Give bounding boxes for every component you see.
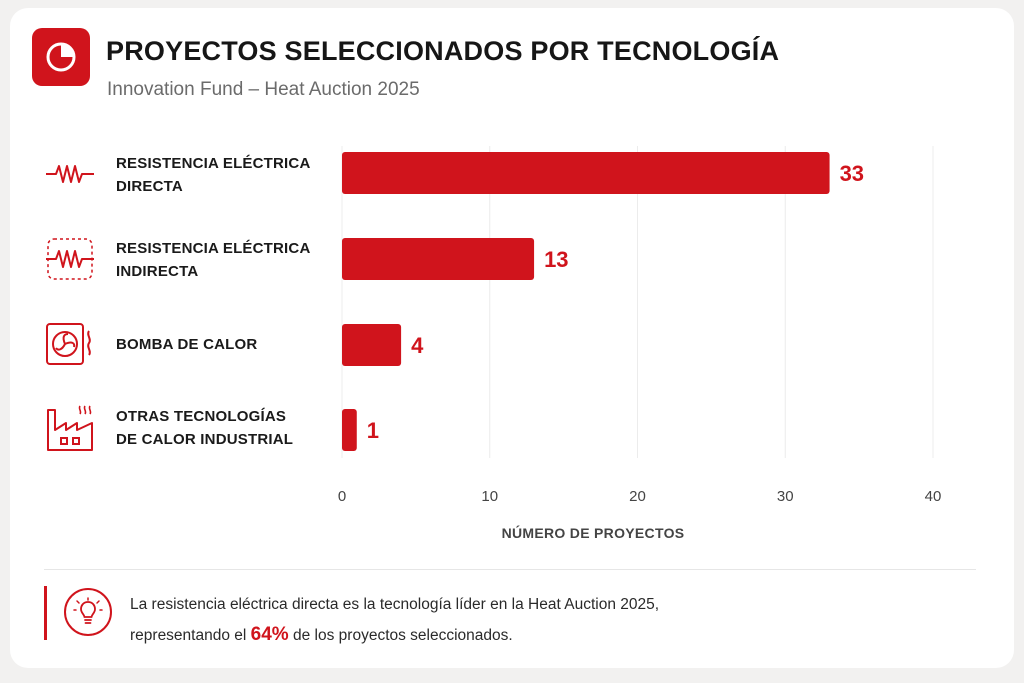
category-label-line: RESISTENCIA ELÉCTRICA bbox=[116, 155, 311, 172]
category-label-0: RESISTENCIA ELÉCTRICA DIRECTA bbox=[116, 152, 331, 198]
category-label-line: OTRAS TECNOLOGÍAS bbox=[116, 408, 287, 425]
pie-chart-icon bbox=[32, 28, 90, 86]
footnote-line1: La resistencia eléctrica directa es la t… bbox=[130, 596, 660, 613]
heat-pump-fan-icon bbox=[44, 319, 96, 371]
category-label-line: INDIRECTA bbox=[116, 263, 199, 280]
resistor-icon bbox=[44, 148, 96, 200]
lightbulb-icon bbox=[64, 588, 112, 636]
bar-value-label: 33 bbox=[840, 161, 864, 186]
category-label-line: DIRECTA bbox=[116, 178, 183, 195]
bar-value-label: 13 bbox=[544, 247, 568, 272]
bar bbox=[342, 324, 402, 366]
x-tick-label: 40 bbox=[925, 488, 942, 505]
factory-icon bbox=[44, 402, 96, 454]
bar bbox=[342, 238, 535, 280]
bar-value-label: 4 bbox=[411, 333, 424, 358]
footnote-text: de los proyectos seleccionados. bbox=[293, 627, 513, 644]
x-tick-label: 30 bbox=[777, 488, 794, 505]
x-tick-label: 10 bbox=[481, 488, 498, 505]
divider bbox=[44, 569, 976, 570]
bar-chart: 0 10 20 30 40 33 13 4 1 bbox=[338, 146, 942, 505]
category-label-line: RESISTENCIA ELÉCTRICA bbox=[116, 240, 311, 257]
footnote-highlight: 64% bbox=[250, 624, 289, 645]
chart-title: PROYECTOS SELECCIONADOS POR TECNOLOGÍA bbox=[106, 36, 780, 66]
footnote: La resistencia eléctrica directa es la t… bbox=[130, 590, 659, 651]
footnote-line2: representando el 64% de los proyectos se… bbox=[130, 620, 659, 651]
note-accent-bar bbox=[44, 586, 47, 640]
category-label-1: RESISTENCIA ELÉCTRICA INDIRECTA bbox=[116, 237, 331, 283]
category-label-3: OTRAS TECNOLOGÍAS DE CALOR INDUSTRIAL bbox=[116, 405, 331, 451]
category-label-line: DE CALOR INDUSTRIAL bbox=[116, 431, 294, 448]
x-tick-label: 20 bbox=[629, 488, 646, 505]
x-tick-label: 0 bbox=[338, 488, 346, 505]
chart-subtitle: Innovation Fund – Heat Auction 2025 bbox=[107, 79, 420, 100]
category-label-line: BOMBA DE CALOR bbox=[116, 336, 258, 353]
footnote-text: representando el bbox=[130, 627, 247, 644]
bar bbox=[342, 409, 357, 451]
bar bbox=[342, 152, 830, 194]
x-axis-title: NÚMERO DE PROYECTOS bbox=[501, 525, 685, 541]
resistor-boxed-icon bbox=[44, 233, 96, 285]
chart-card: PROYECTOS SELECCIONADOS POR TECNOLOGÍA I… bbox=[10, 8, 1014, 668]
category-label-2: BOMBA DE CALOR bbox=[116, 333, 331, 356]
bar-value-label: 1 bbox=[367, 418, 379, 443]
